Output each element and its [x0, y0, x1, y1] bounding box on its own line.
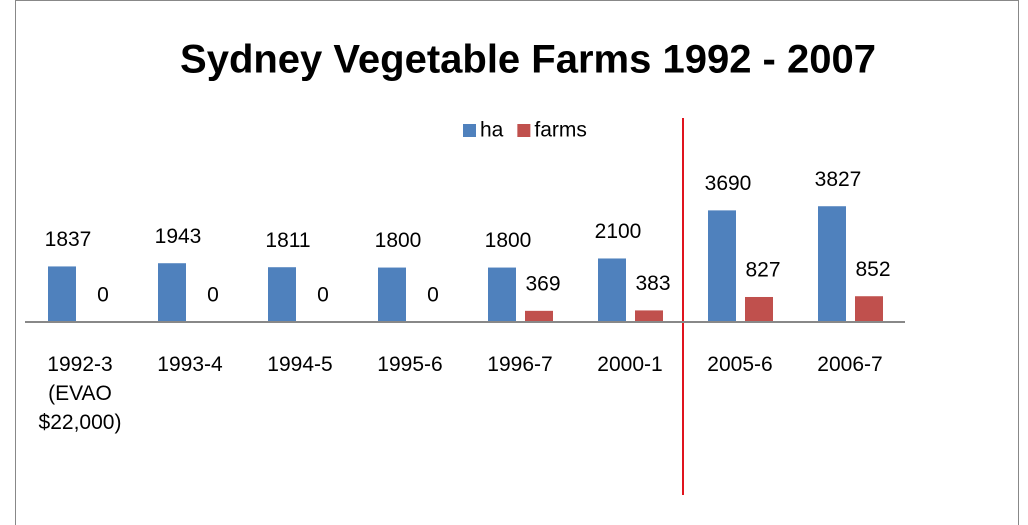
bar [158, 263, 186, 322]
data-label: 1943 [155, 225, 202, 248]
bar [525, 310, 553, 322]
data-label: 0 [207, 284, 219, 307]
legend-label: ha [480, 119, 504, 142]
x-tick-label: 1992-3 (EVAO $22,000) [38, 353, 122, 434]
data-label: 0 [97, 284, 109, 307]
x-tick-label: 2006-7 [817, 353, 883, 376]
data-label: 1811 [265, 229, 310, 252]
data-label: 0 [317, 284, 329, 307]
x-tick-label: 1993-4 [157, 353, 223, 376]
bar [855, 296, 883, 322]
legend-swatch [517, 124, 531, 137]
legend-swatch [463, 124, 476, 137]
data-label: 1837 [45, 228, 92, 251]
chart-title: Sydney Vegetable Farms 1992 - 2007 [180, 38, 876, 82]
bar [378, 267, 406, 322]
bar [818, 206, 846, 322]
bar [48, 266, 76, 322]
data-label: 1800 [375, 229, 422, 252]
bar [598, 258, 626, 322]
x-tick-label: 1996-7 [487, 353, 553, 376]
chart-frame [15, 0, 1019, 525]
bar [268, 267, 296, 322]
data-label: 0 [427, 284, 439, 307]
legend-label: farms [534, 119, 587, 142]
data-label: 852 [855, 258, 890, 281]
data-label: 3690 [705, 172, 752, 195]
x-tick-label: 2005-6 [707, 353, 773, 376]
data-label: 2100 [595, 220, 642, 243]
data-label: 3827 [815, 168, 862, 191]
data-label: 369 [525, 272, 560, 295]
data-label: 1800 [485, 229, 532, 252]
bar [745, 296, 773, 322]
x-tick-label: 1995-6 [377, 353, 443, 376]
bar [488, 267, 516, 322]
data-label: 827 [745, 259, 780, 282]
x-tick-label: 2000-1 [597, 353, 663, 376]
bar [708, 210, 736, 322]
x-tick-label: 1994-5 [267, 353, 333, 376]
data-label: 383 [635, 272, 670, 295]
bar [635, 310, 663, 322]
